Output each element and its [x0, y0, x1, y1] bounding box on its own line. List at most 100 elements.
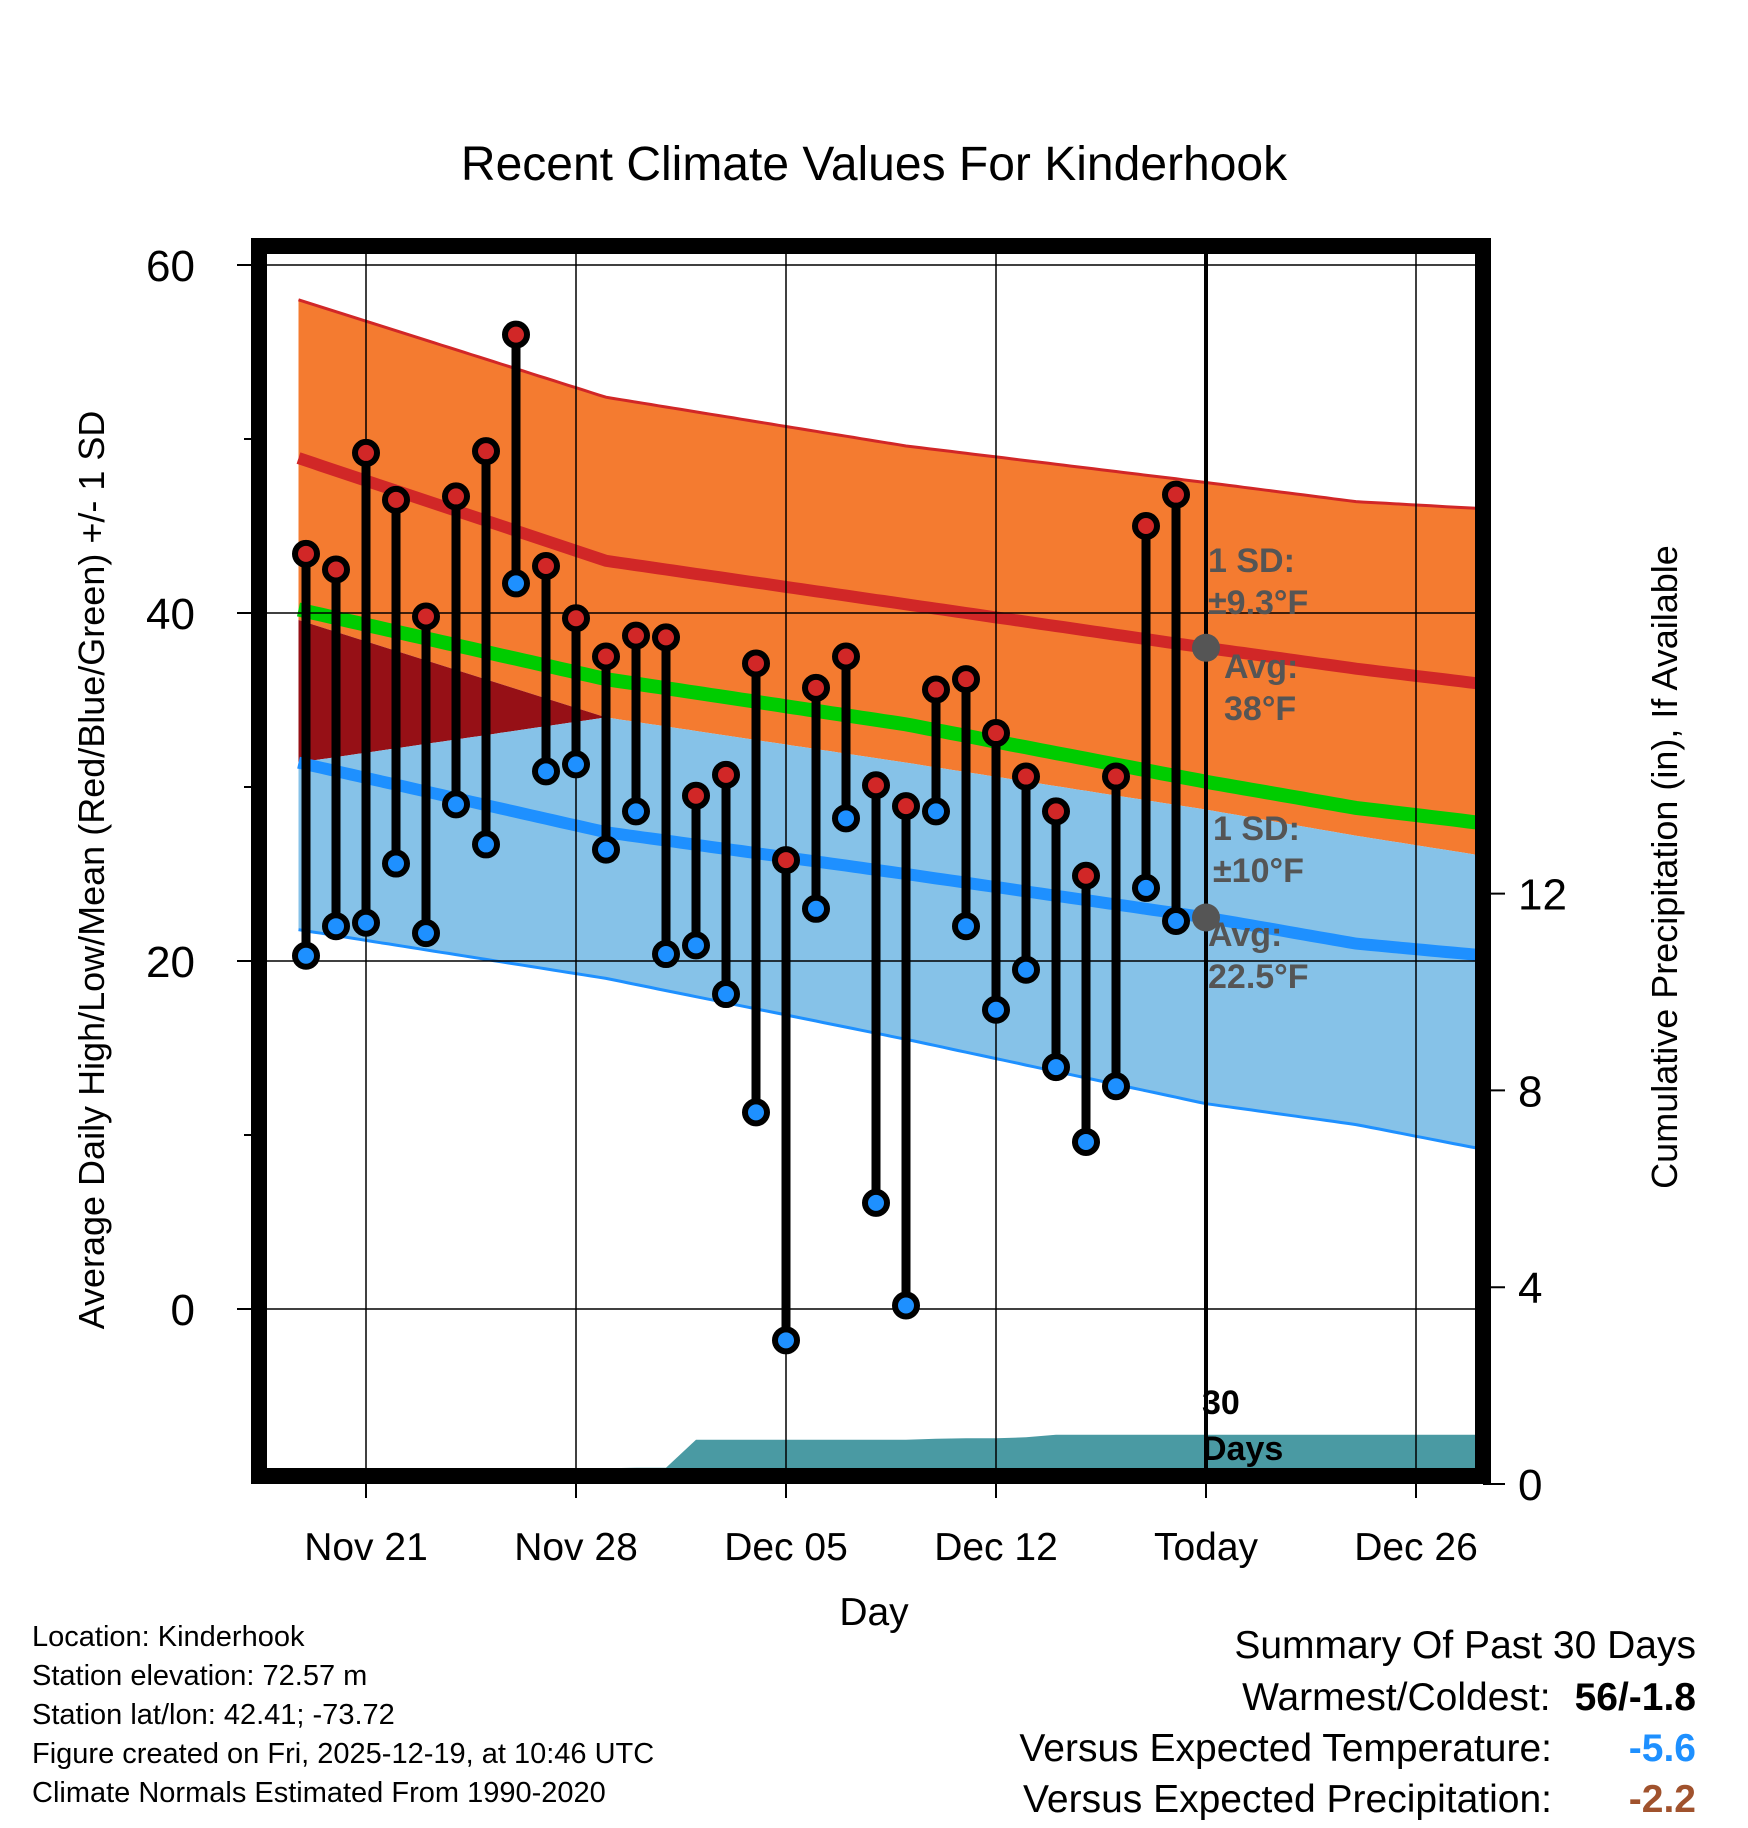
- daily-low-point: [1072, 1127, 1100, 1156]
- period-label-number: 30: [1202, 1384, 1240, 1422]
- precip-deviation-label: Versus Expected Precipitation:: [1023, 1778, 1552, 1821]
- warmest-coldest-row: Warmest/Coldest: 56/-1.8: [1019, 1672, 1696, 1723]
- temp-deviation-value: -5.6: [1628, 1727, 1696, 1770]
- summary-title: Summary Of Past 30 Days: [1234, 1624, 1696, 1667]
- daily-low-point: [532, 757, 560, 786]
- daily-high-point: [1072, 861, 1100, 890]
- daily-low-point: [862, 1188, 890, 1217]
- daily-low-point: [922, 797, 950, 826]
- daily-high-point: [352, 438, 380, 467]
- daily-low-point: [322, 912, 350, 941]
- high-sd-band: [298, 299, 1483, 856]
- low-sd-value: ±10°F: [1213, 852, 1304, 890]
- daily-high-point: [1132, 512, 1160, 540]
- daily-high-point: [952, 665, 980, 694]
- daily-high-point: [832, 642, 860, 671]
- today-high-avg-marker: [1192, 633, 1220, 662]
- daily-low-point: [382, 849, 410, 878]
- x-tick-label: Dec 05: [724, 1526, 848, 1569]
- y2-axis-label: Cumulative Precipitation (in), If Availa…: [1644, 545, 1685, 1189]
- daily-low-point: [712, 980, 740, 1009]
- daily-high-point: [922, 675, 950, 704]
- low-avg-value: 22.5°F: [1208, 958, 1309, 996]
- daily-high-point: [772, 846, 800, 875]
- daily-high-point: [1102, 762, 1130, 791]
- daily-low-point: [472, 830, 500, 859]
- daily-high-point: [532, 552, 560, 581]
- daily-high-point: [682, 781, 710, 810]
- daily-low-point: [352, 908, 380, 937]
- x-tick-label: Nov 21: [304, 1526, 428, 1569]
- daily-high-point: [322, 555, 350, 584]
- plot-area: 1 SD: ±9.3°F Avg: 38°F 1 SD: ±10°F Avg: 22.5°F 3…: [146, 238, 1567, 1569]
- daily-low-point: [502, 569, 530, 598]
- period-label-unit: Days: [1202, 1430, 1283, 1468]
- summary-panel: Summary Of Past 30 Days Warmest/Coldest:…: [1019, 1620, 1696, 1825]
- daily-low-point: [802, 894, 830, 923]
- daily-high-point: [412, 602, 440, 631]
- daily-high-point: [292, 539, 320, 568]
- precipitation-area: [495, 1434, 1483, 1476]
- high-upper-line: [298, 298, 1483, 511]
- y2-tick-label: 12: [1518, 871, 1567, 920]
- location-text: Location: Kinderhook: [32, 1621, 305, 1653]
- y-tick-label: 0: [171, 1286, 195, 1335]
- bands-group: [296, 298, 1483, 1476]
- daily-low-point: [1042, 1053, 1070, 1082]
- created-text: Figure created on Fri, 2025-12-19, at 10…: [32, 1738, 655, 1770]
- daily-high-point: [1012, 762, 1040, 791]
- daily-low-point: [622, 797, 650, 826]
- y-tick-label: 60: [146, 242, 195, 291]
- chart-title: Recent Climate Values For Kinderhook: [461, 138, 1288, 191]
- daily-low-point: [682, 931, 710, 960]
- high-sd-label: 1 SD:: [1208, 542, 1295, 580]
- daily-low-point: [292, 941, 320, 970]
- daily-low-point: [892, 1291, 920, 1320]
- daily-low-point: [772, 1326, 800, 1355]
- daily-low-point: [982, 995, 1010, 1024]
- daily-high-point: [382, 485, 410, 514]
- temp-deviation-row: Versus Expected Temperature: -5.6: [1019, 1723, 1696, 1774]
- x-tick-label: Nov 28: [514, 1526, 638, 1569]
- x-axis-label: Day: [839, 1591, 909, 1634]
- daily-low-point: [742, 1098, 770, 1127]
- y2-tick-label: 8: [1518, 1067, 1542, 1116]
- daily-high-point: [802, 673, 830, 702]
- daily-low-point: [592, 835, 620, 864]
- latlon-text: Station lat/lon: 42.41; -73.72: [32, 1699, 395, 1731]
- warmest-coldest-value: 56/-1.8: [1574, 1676, 1696, 1719]
- daily-high-point: [892, 792, 920, 821]
- daily-high-point: [862, 771, 890, 800]
- daily-high-point: [652, 623, 680, 652]
- daily-high-point: [592, 642, 620, 671]
- temp-deviation-label: Versus Expected Temperature:: [1019, 1727, 1552, 1770]
- daily-high-point: [712, 760, 740, 789]
- daily-low-point: [562, 750, 590, 779]
- daily-low-point: [652, 940, 680, 969]
- daily-high-point: [742, 649, 770, 678]
- high-normal-line: [296, 452, 1483, 691]
- normals-text: Climate Normals Estimated From 1990-2020: [32, 1777, 606, 1809]
- x-tick-label: Dec 26: [1354, 1526, 1478, 1569]
- high-avg-label: Avg:: [1224, 648, 1298, 686]
- daily-high-point: [502, 320, 530, 349]
- daily-low-point: [412, 919, 440, 948]
- y-tick-label: 20: [146, 938, 195, 987]
- daily-low-point: [442, 790, 470, 819]
- high-sd-value: ±9.3°F: [1208, 584, 1308, 622]
- daily-high-point: [1162, 480, 1190, 509]
- warmest-coldest-label: Warmest/Coldest:: [1242, 1676, 1551, 1719]
- y-tick-label: 40: [146, 590, 195, 639]
- daily-high-point: [1042, 797, 1070, 826]
- daily-low-point: [952, 912, 980, 941]
- daily-high-point: [982, 719, 1010, 748]
- y2-tick-label: 0: [1518, 1461, 1542, 1510]
- y2-tick-label: 4: [1518, 1264, 1542, 1313]
- precip-deviation-value: -2.2: [1628, 1778, 1696, 1821]
- low-sd-label: 1 SD:: [1213, 810, 1300, 848]
- plot-frame: [251, 238, 1491, 1484]
- daily-low-point: [1102, 1072, 1130, 1101]
- mean-normal-line: [296, 602, 1483, 831]
- precip-deviation-row: Versus Expected Precipitation: -2.2: [1019, 1774, 1696, 1825]
